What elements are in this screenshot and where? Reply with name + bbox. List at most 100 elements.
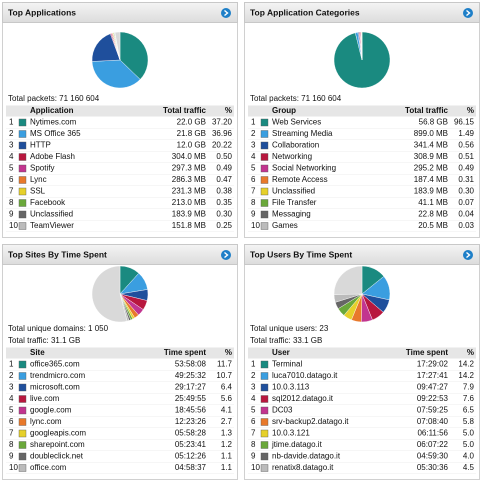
row-percent: 14.2 (458, 371, 474, 380)
row-rank: 6 (9, 175, 14, 184)
row-value: 22.0 GB (177, 118, 206, 127)
row-name: lync.com (30, 417, 62, 426)
open-button[interactable] (463, 250, 473, 260)
column-header: % (225, 348, 232, 357)
legend-swatch (260, 210, 269, 219)
open-button-circle (463, 8, 473, 18)
row-name: Spotify (30, 164, 54, 173)
legend-swatch (260, 118, 269, 127)
row-rank: 9 (251, 210, 256, 219)
row-rank: 5 (9, 164, 14, 173)
row-value: 151.8 MB (172, 221, 206, 230)
row-name: Games (272, 221, 298, 230)
row-name: HTTP (30, 141, 51, 150)
row-rank: 7 (251, 187, 256, 196)
column-header: % (467, 348, 474, 357)
legend-swatch (18, 153, 27, 161)
row-percent: 11.7 (217, 360, 233, 369)
row-name: MS Office 365 (30, 129, 81, 138)
legend-swatch (18, 464, 27, 472)
legend-swatch (18, 210, 27, 219)
open-button[interactable] (463, 8, 473, 18)
row-name: Adobe Flash (30, 152, 75, 161)
row-name: Web Services (272, 118, 321, 127)
row-percent: 0.30 (216, 210, 232, 219)
open-button-circle (221, 250, 231, 260)
row-percent: 0.03 (458, 221, 474, 230)
row-percent: 7.6 (463, 394, 475, 403)
row-percent: 6.5 (463, 406, 475, 415)
summary-text: Total unique domains: 1 050 (8, 324, 109, 333)
row-value: 09:47:27 (417, 383, 449, 392)
legend-swatch (18, 418, 27, 426)
legend-swatch (18, 141, 27, 150)
row-name: Remote Access (272, 175, 328, 184)
column-header: Site (30, 348, 45, 357)
row-percent: 4.5 (463, 463, 475, 472)
pie-slice (91, 59, 141, 89)
row-percent: 7.9 (463, 383, 475, 392)
row-percent: 0.50 (216, 152, 232, 161)
open-button[interactable] (221, 8, 231, 18)
row-value: 09:22:53 (417, 394, 449, 403)
open-button-arrow (224, 9, 229, 17)
row-name: office.com (30, 463, 67, 472)
legend-swatch (18, 452, 27, 461)
row-value: 05:58:28 (175, 429, 207, 438)
column-header: Application (30, 106, 74, 115)
legend-swatch (260, 406, 269, 415)
legend-swatch (260, 418, 269, 426)
legend-swatch (18, 395, 27, 403)
row-value: 29:17:27 (175, 383, 207, 392)
legend-swatch (18, 441, 27, 449)
legend-swatch (18, 130, 27, 138)
row-value: 308.9 MB (414, 152, 448, 161)
row-percent: 6.4 (221, 383, 233, 392)
row-rank: 3 (251, 383, 256, 392)
legend-swatch (260, 464, 269, 472)
legend-swatch (260, 441, 269, 449)
row-percent: 5.0 (463, 429, 475, 438)
row-percent: 0.30 (458, 187, 474, 196)
summary-text: Total traffic: 31.1 GB (8, 336, 80, 345)
open-button-circle (221, 8, 231, 18)
row-rank: 7 (9, 429, 14, 438)
row-percent: 0.04 (458, 210, 474, 219)
legend-swatch (260, 176, 269, 184)
open-button-arrow (466, 251, 471, 259)
row-value: 12.0 GB (177, 141, 206, 150)
row-value: 25:49:55 (175, 394, 207, 403)
row-value: 05:30:36 (417, 463, 449, 472)
row-name: Unclassified (272, 187, 315, 196)
row-percent: 1.3 (221, 429, 233, 438)
panel-canvas: Top Users By Time Spent Total unique user… (244, 244, 480, 480)
legend-swatch (260, 199, 269, 207)
legend-swatch (260, 141, 269, 150)
row-rank: 2 (251, 129, 256, 138)
row-name: luca7010.datago.it (272, 371, 338, 380)
summary-text: Total packets: 71 160 604 (8, 94, 100, 103)
row-value: 183.9 MB (414, 187, 448, 196)
summary-text: Total traffic: 33.1 GB (250, 336, 322, 345)
row-value: 22.8 MB (418, 210, 448, 219)
open-button-arrow (466, 9, 471, 17)
row-percent: 0.31 (458, 175, 474, 184)
panel-title: Top Users By Time Spent (250, 249, 352, 259)
panel: Top Applications Total packets: 71 160 60… (2, 2, 238, 238)
row-percent: 1.1 (221, 463, 233, 472)
row-value: 286.3 MB (172, 175, 206, 184)
table-header-bg (6, 347, 234, 359)
row-percent: 1.1 (221, 452, 233, 461)
open-button[interactable] (221, 250, 231, 260)
row-name: TeamViewer (30, 221, 74, 230)
panel-canvas: Top Applications Total packets: 71 160 60… (2, 2, 238, 238)
legend-swatch (260, 222, 269, 230)
row-name: Facebook (30, 198, 66, 207)
row-name: Collaboration (272, 141, 319, 150)
legend-swatch (18, 164, 27, 173)
column-header: Total traffic (163, 106, 207, 115)
row-name: 10.0.3.121 (272, 429, 310, 438)
row-name: sql2012.datago.it (272, 394, 334, 403)
row-rank: 1 (251, 360, 256, 369)
pie-remainder (114, 31, 121, 61)
